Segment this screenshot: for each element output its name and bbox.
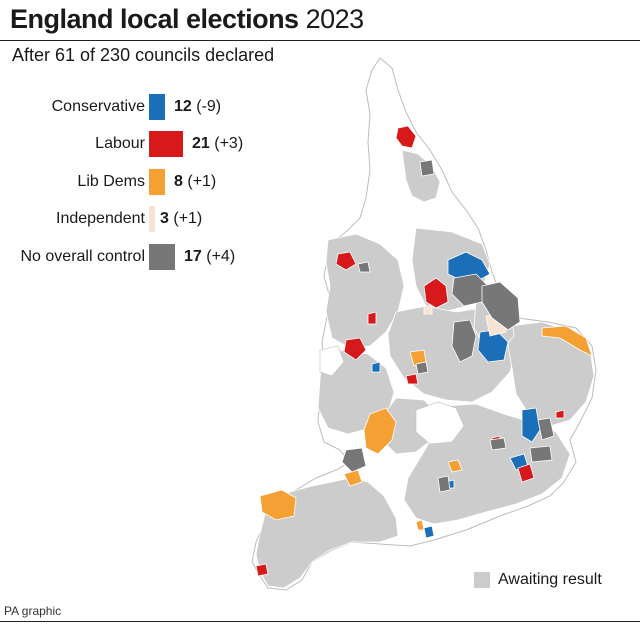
legend-item-conservative: Conservative 12 (-9) bbox=[0, 94, 300, 120]
labour-council bbox=[367, 311, 377, 325]
lib-dem-council bbox=[415, 519, 425, 531]
credit: PA graphic bbox=[4, 604, 62, 618]
noc-council bbox=[529, 445, 553, 463]
legend-count: 12 (-9) bbox=[174, 98, 221, 116]
legend-swatch-labour bbox=[149, 131, 183, 157]
noc-council bbox=[451, 319, 477, 363]
legend-change: (+3) bbox=[214, 135, 244, 152]
lib-dem-council bbox=[259, 489, 297, 521]
title-year: 2023 bbox=[305, 4, 365, 34]
labour-council bbox=[517, 463, 535, 483]
legend-count: 21 (+3) bbox=[192, 135, 243, 153]
legend-count-value: 17 bbox=[184, 248, 202, 265]
title-rule bbox=[0, 40, 640, 41]
subtitle: After 61 of 230 councils declared bbox=[12, 45, 275, 65]
page-title: England local elections 2023 bbox=[10, 4, 364, 38]
conservative-council bbox=[447, 251, 491, 283]
legend-count: 17 (+4) bbox=[184, 248, 235, 266]
labour-council bbox=[395, 125, 417, 149]
region-north-east bbox=[401, 149, 441, 203]
conservative-council bbox=[521, 407, 541, 443]
noc-council bbox=[537, 417, 555, 441]
legend-swatch-lib-dems bbox=[149, 169, 165, 195]
noc-council bbox=[415, 361, 429, 375]
conservative-council bbox=[423, 525, 435, 539]
non-voting-areas bbox=[319, 345, 465, 445]
noc-councils bbox=[341, 159, 555, 493]
legend-label: No overall control bbox=[20, 248, 146, 265]
legend-item-independent: Independent 3 (+1) bbox=[0, 206, 300, 232]
labour-council bbox=[343, 337, 367, 361]
noc-council bbox=[489, 437, 507, 451]
legend-label: Labour bbox=[95, 135, 145, 152]
awaiting-legend: Awaiting result bbox=[474, 571, 602, 589]
legend-label: Lib Dems bbox=[77, 173, 145, 190]
legend-swatch-no-overall-control bbox=[149, 244, 175, 270]
legend-change: (+1) bbox=[173, 210, 203, 227]
legend-item-labour: Labour 21 (+3) bbox=[0, 131, 300, 157]
awaiting-label: Awaiting result bbox=[498, 571, 602, 588]
legend-label: Conservative bbox=[51, 98, 145, 115]
legend-change: (-9) bbox=[196, 98, 222, 115]
legend-count-value: 12 bbox=[174, 98, 192, 115]
awaiting-swatch bbox=[474, 572, 490, 588]
noc-council bbox=[419, 159, 435, 177]
labour-council bbox=[255, 563, 269, 577]
noc-council bbox=[481, 281, 521, 331]
legend-item-no-overall-control: No overall control 17 (+4) bbox=[0, 244, 300, 270]
lib-dem-council bbox=[363, 407, 397, 455]
legend-item-lib-dems: Lib Dems 8 (+1) bbox=[0, 169, 300, 195]
non-voting-area bbox=[415, 401, 465, 445]
conservative-council bbox=[371, 361, 381, 373]
labour-council bbox=[555, 409, 565, 419]
conservative-councils bbox=[371, 251, 541, 539]
noc-council bbox=[357, 261, 371, 273]
legend-count: 8 (+1) bbox=[174, 173, 216, 191]
non-voting-area bbox=[319, 345, 345, 377]
labour-councils bbox=[255, 125, 565, 577]
legend-count-value: 3 bbox=[160, 210, 169, 227]
lib-dem-councils bbox=[259, 325, 593, 531]
legend-count: 3 (+1) bbox=[160, 210, 202, 228]
bottom-rule bbox=[0, 621, 640, 622]
legend-swatch-independent bbox=[149, 206, 155, 232]
noc-council bbox=[341, 447, 367, 473]
england-map bbox=[251, 57, 597, 591]
legend-change: (+4) bbox=[206, 248, 236, 265]
legend-count-value: 8 bbox=[174, 173, 183, 190]
title-text: England local elections bbox=[10, 4, 299, 34]
independent-council bbox=[423, 305, 433, 315]
labour-council bbox=[335, 251, 357, 271]
lib-dem-council bbox=[541, 325, 593, 357]
lib-dem-council bbox=[447, 459, 463, 473]
noc-council bbox=[437, 475, 451, 493]
legend-change: (+1) bbox=[187, 173, 217, 190]
labour-council bbox=[405, 373, 419, 385]
labour-council bbox=[423, 277, 449, 309]
legend-label: Independent bbox=[56, 210, 145, 227]
legend-swatch-conservative bbox=[149, 94, 165, 120]
legend-count-value: 21 bbox=[192, 135, 210, 152]
